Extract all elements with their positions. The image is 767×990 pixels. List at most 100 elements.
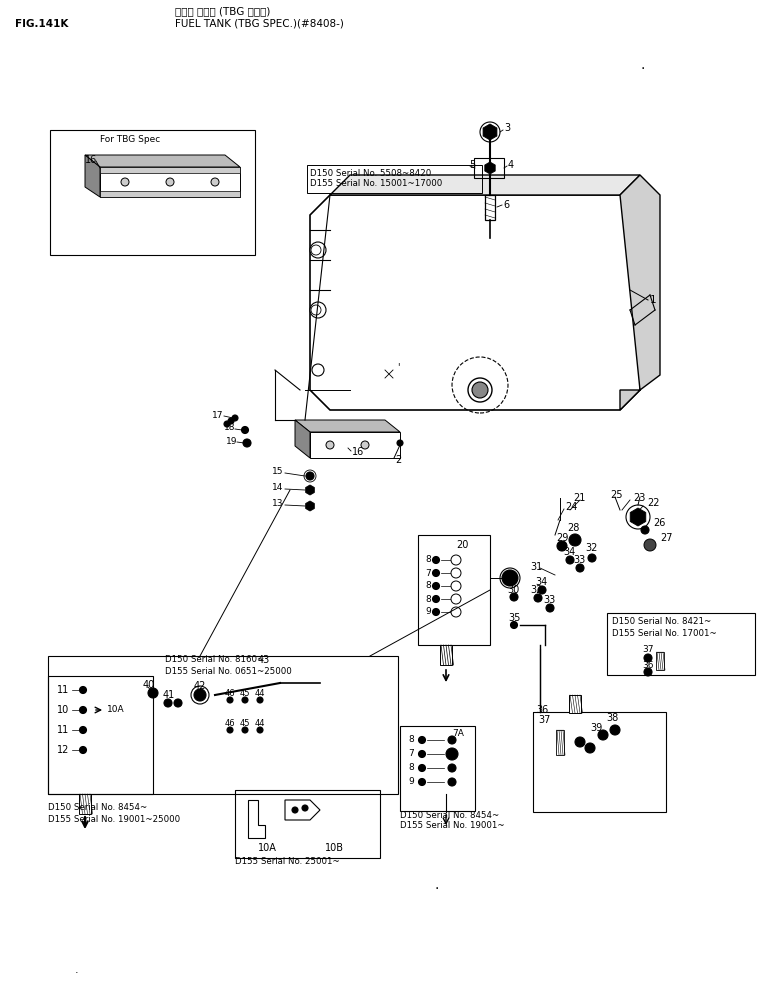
Text: フェル タンク (TBG シロウ): フェル タンク (TBG シロウ)	[175, 6, 271, 16]
Text: D155 Serial No. 15001~17000: D155 Serial No. 15001~17000	[310, 179, 443, 188]
Text: 1: 1	[650, 295, 657, 305]
Text: 36: 36	[642, 660, 653, 669]
Text: D150 Serial No. 8160~: D150 Serial No. 8160~	[165, 655, 265, 664]
Text: ': '	[397, 362, 400, 372]
Polygon shape	[330, 175, 640, 195]
Circle shape	[121, 178, 129, 186]
Text: 15: 15	[272, 467, 284, 476]
Text: D150 Serial No. 8421~: D150 Serial No. 8421~	[612, 618, 711, 627]
Circle shape	[502, 570, 518, 586]
Circle shape	[306, 472, 314, 480]
Circle shape	[566, 556, 574, 564]
Circle shape	[534, 594, 542, 602]
Bar	[485, 195, 495, 220]
Circle shape	[326, 441, 334, 449]
Polygon shape	[100, 167, 240, 173]
Text: 16: 16	[352, 447, 364, 457]
Circle shape	[451, 581, 461, 591]
Text: D155 Serial No. 17001~: D155 Serial No. 17001~	[612, 629, 716, 638]
Bar	[656, 652, 664, 670]
Circle shape	[448, 778, 456, 786]
Text: 40: 40	[143, 680, 155, 690]
Text: 33: 33	[573, 555, 585, 565]
Polygon shape	[248, 800, 265, 838]
Circle shape	[511, 622, 518, 629]
Polygon shape	[620, 175, 660, 410]
Text: .: .	[435, 878, 439, 892]
Circle shape	[468, 378, 492, 402]
Circle shape	[397, 440, 403, 446]
Text: 31: 31	[530, 562, 542, 572]
Bar	[307, 165, 482, 193]
Text: .: .	[75, 965, 79, 975]
Circle shape	[419, 764, 426, 771]
Circle shape	[211, 178, 219, 186]
Text: 7: 7	[425, 568, 431, 577]
Circle shape	[257, 727, 263, 733]
Circle shape	[174, 699, 182, 707]
Text: D155 Serial No. 19001~25000: D155 Serial No. 19001~25000	[48, 815, 180, 824]
Circle shape	[80, 727, 87, 734]
Circle shape	[292, 807, 298, 813]
Text: D150 Serial No. 8454~: D150 Serial No. 8454~	[400, 811, 499, 820]
Circle shape	[312, 364, 324, 376]
Circle shape	[80, 707, 87, 714]
Circle shape	[546, 604, 554, 612]
Circle shape	[598, 730, 608, 740]
Text: 7A: 7A	[452, 729, 464, 738]
Circle shape	[243, 439, 251, 447]
Text: 5: 5	[469, 160, 476, 170]
Text: D155 Serial No. 19001~: D155 Serial No. 19001~	[400, 822, 505, 831]
Circle shape	[194, 689, 206, 701]
Bar	[607, 613, 755, 675]
Text: 8: 8	[425, 595, 431, 604]
Polygon shape	[310, 432, 400, 458]
Text: 11: 11	[57, 685, 69, 695]
Text: 38: 38	[606, 713, 618, 723]
Text: D155 Serial No. 0651~25000: D155 Serial No. 0651~25000	[165, 666, 291, 675]
Circle shape	[80, 686, 87, 694]
Circle shape	[232, 415, 238, 421]
Text: 28: 28	[567, 523, 579, 533]
Text: 7: 7	[408, 749, 413, 758]
Bar	[235, 790, 380, 858]
Text: 14: 14	[272, 483, 283, 492]
Text: 8: 8	[425, 555, 431, 564]
Polygon shape	[295, 420, 310, 458]
Circle shape	[610, 725, 620, 735]
Circle shape	[224, 421, 230, 427]
Circle shape	[576, 564, 584, 572]
Text: 35: 35	[508, 613, 520, 623]
Text: 10: 10	[57, 705, 69, 715]
Text: 13: 13	[272, 500, 284, 509]
Circle shape	[302, 805, 308, 811]
Text: 45: 45	[240, 689, 251, 699]
Text: 11: 11	[57, 725, 69, 735]
Text: 39: 39	[590, 723, 602, 733]
Circle shape	[557, 541, 567, 551]
Text: 41: 41	[163, 690, 175, 700]
Circle shape	[433, 569, 439, 576]
Text: FUEL TANK (TBG SPEC.)(#8408-): FUEL TANK (TBG SPEC.)(#8408-)	[175, 19, 344, 29]
Text: 45: 45	[240, 720, 251, 729]
Circle shape	[242, 427, 249, 434]
Circle shape	[472, 382, 488, 398]
Circle shape	[448, 764, 456, 772]
Text: 32: 32	[585, 543, 597, 553]
Text: 16: 16	[85, 155, 97, 165]
Text: 20: 20	[456, 540, 469, 550]
Text: 4: 4	[508, 160, 514, 170]
Circle shape	[451, 568, 461, 578]
Text: 12: 12	[57, 745, 69, 755]
Text: 19: 19	[226, 437, 238, 446]
Circle shape	[227, 697, 233, 703]
Circle shape	[538, 586, 546, 594]
Text: 42: 42	[194, 681, 206, 691]
Bar	[533, 712, 666, 812]
Text: 43: 43	[258, 655, 270, 665]
Text: 34: 34	[563, 547, 575, 557]
Text: 46: 46	[225, 689, 235, 699]
Text: 37: 37	[538, 715, 551, 725]
Circle shape	[448, 736, 456, 744]
Circle shape	[242, 697, 248, 703]
